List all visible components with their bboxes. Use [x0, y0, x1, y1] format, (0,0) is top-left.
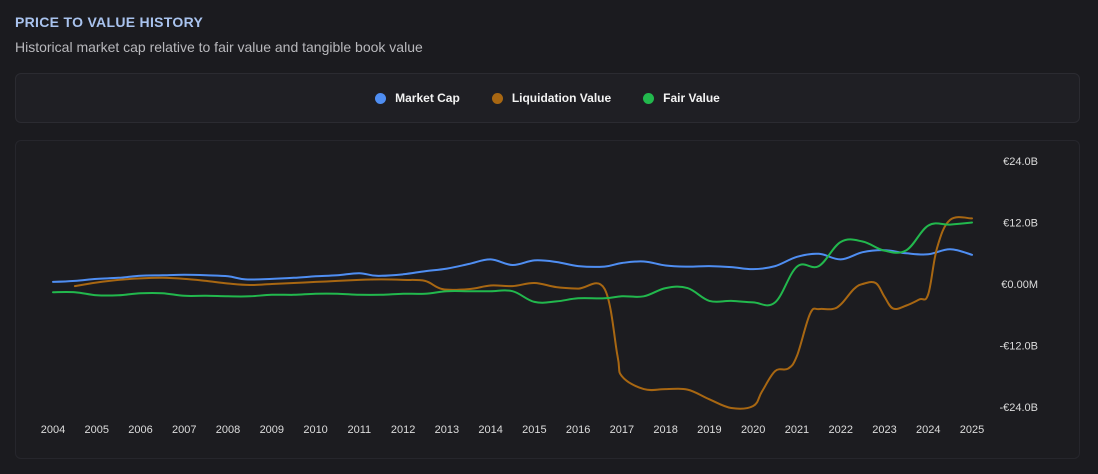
- x-tick-label: 2023: [872, 424, 896, 436]
- x-tick-label: 2024: [916, 424, 940, 436]
- legend-item-market-cap[interactable]: Market Cap: [375, 91, 460, 105]
- x-tick-label: 2004: [41, 424, 65, 436]
- x-tick-label: 2016: [566, 424, 590, 436]
- x-tick-label: 2009: [260, 424, 284, 436]
- y-tick-label: €12.0B: [1003, 218, 1038, 230]
- x-tick-label: 2007: [172, 424, 196, 436]
- fair-value-dot-icon: [643, 92, 655, 104]
- y-tick-label: -€12.0B: [999, 341, 1038, 353]
- x-tick-label: 2017: [610, 424, 634, 436]
- x-tick-label: 2010: [303, 424, 327, 436]
- legend-label-market-cap: Market Cap: [395, 91, 460, 105]
- x-tick-label: 2018: [653, 424, 677, 436]
- x-tick-label: 2022: [828, 424, 852, 436]
- x-tick-label: 2015: [522, 424, 546, 436]
- x-tick-label: 2012: [391, 424, 415, 436]
- series-line-market-cap[interactable]: [52, 248, 973, 283]
- x-tick-label: 2006: [128, 424, 152, 436]
- x-tick-label: 2013: [435, 424, 459, 436]
- series-line-liquidation-value[interactable]: [73, 216, 973, 410]
- legend-label-liquidation-value: Liquidation Value: [511, 91, 612, 105]
- x-tick-label: 2014: [478, 424, 502, 436]
- legend-item-liquidation-value[interactable]: Liquidation Value: [491, 91, 612, 105]
- x-tick-label: 2021: [785, 424, 809, 436]
- y-tick-label: €0.00M: [1001, 279, 1038, 291]
- legend: Market Cap Liquidation Value Fair Value: [15, 73, 1080, 123]
- legend-item-fair-value[interactable]: Fair Value: [643, 91, 720, 105]
- line-chart[interactable]: €24.0B €12.0B €0.00M -€12.0B -€24.0B 2004 2005…: [16, 141, 1079, 458]
- x-tick-label: 2011: [348, 424, 372, 436]
- y-tick-label: €24.0B: [1003, 156, 1038, 168]
- chart-subtitle: Historical market cap relative to fair v…: [15, 39, 423, 55]
- x-tick-label: 2008: [216, 424, 240, 436]
- chart-panel: €24.0B €12.0B €0.00M -€12.0B -€24.0B 2004 2005…: [15, 140, 1080, 459]
- chart-title: PRICE TO VALUE HISTORY: [15, 14, 204, 30]
- liquidation-value-dot-icon: [491, 92, 503, 104]
- x-tick-label: 2005: [85, 424, 109, 436]
- legend-label-fair-value: Fair Value: [663, 91, 720, 105]
- market-cap-dot-icon: [375, 92, 387, 104]
- x-tick-label: 2019: [697, 424, 721, 436]
- x-tick-label: 2020: [741, 424, 765, 436]
- y-tick-label: -€24.0B: [999, 402, 1038, 414]
- x-tick-label: 2025: [960, 424, 984, 436]
- series-line-fair-value[interactable]: [52, 221, 973, 307]
